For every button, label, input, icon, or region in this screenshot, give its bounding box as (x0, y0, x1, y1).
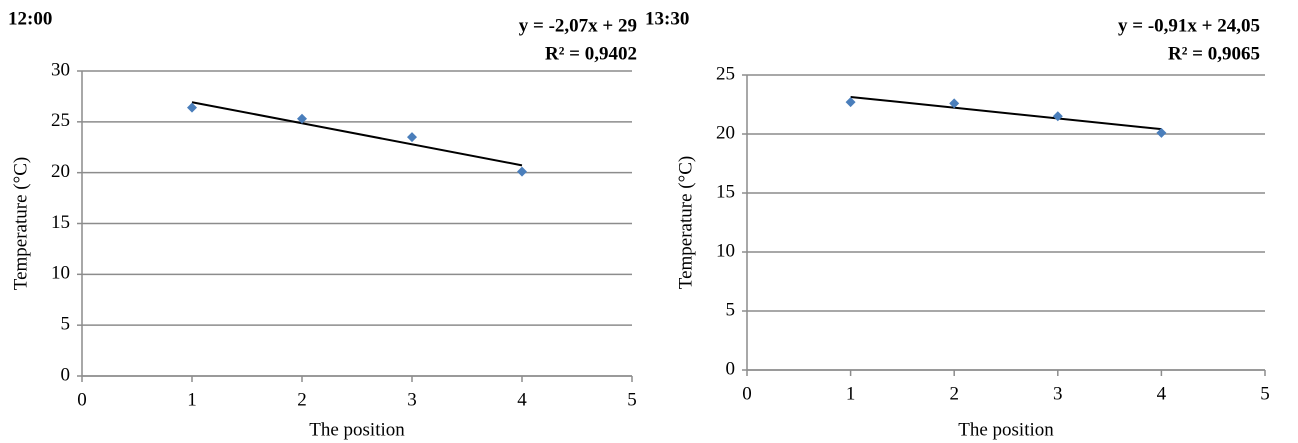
y-tick-label: 10 (51, 263, 70, 284)
data-point (1156, 127, 1167, 138)
trendline (191, 101, 523, 167)
x-tick-label: 4 (517, 389, 527, 410)
data-point (407, 132, 417, 143)
y-tick-label: 0 (726, 358, 736, 379)
x-axis-label: The position (958, 419, 1054, 440)
x-tick-label: 0 (742, 383, 752, 404)
trendline-equation: R² = 0,9065 (1168, 43, 1260, 64)
x-tick-label: 4 (1157, 383, 1167, 404)
y-tick-label: 20 (716, 122, 735, 143)
y-tick-label: 30 (51, 59, 70, 80)
y-tick-label: 15 (716, 181, 735, 202)
trendline-equation: y = -0,91x + 24,05 (1118, 15, 1260, 36)
x-tick-label: 2 (949, 383, 959, 404)
y-tick-label: 15 (51, 212, 70, 233)
x-axis-label: The position (309, 419, 405, 440)
data-point (1052, 111, 1063, 122)
trendline (850, 95, 1162, 131)
data-point (949, 98, 960, 109)
trendline-equation: y = -2,07x + 29 (519, 15, 637, 36)
y-tick-label: 5 (726, 299, 736, 320)
x-tick-label: 5 (627, 389, 637, 410)
data-point (845, 97, 856, 108)
chart-title: 13:30 (645, 8, 689, 29)
x-tick-label: 3 (1053, 383, 1063, 404)
y-tick-label: 20 (51, 161, 70, 182)
x-tick-label: 1 (846, 383, 856, 404)
x-tick-label: 0 (77, 389, 87, 410)
x-tick-label: 2 (297, 389, 307, 410)
y-axis-label: Temperature (°C) (10, 157, 31, 290)
trendline-equation: R² = 0,9402 (545, 43, 637, 64)
data-point (297, 113, 307, 124)
x-tick-label: 5 (1260, 383, 1270, 404)
y-axis-label: Temperature (°C) (675, 156, 696, 289)
y-tick-label: 25 (716, 63, 735, 84)
y-tick-label: 0 (61, 364, 71, 385)
x-tick-label: 1 (187, 389, 197, 410)
chart-title: 12:00 (8, 8, 52, 29)
y-tick-label: 25 (51, 110, 70, 131)
x-tick-label: 3 (407, 389, 417, 410)
data-point (187, 102, 197, 113)
y-tick-label: 5 (61, 314, 71, 335)
data-point (517, 166, 527, 177)
y-tick-label: 10 (716, 240, 735, 261)
